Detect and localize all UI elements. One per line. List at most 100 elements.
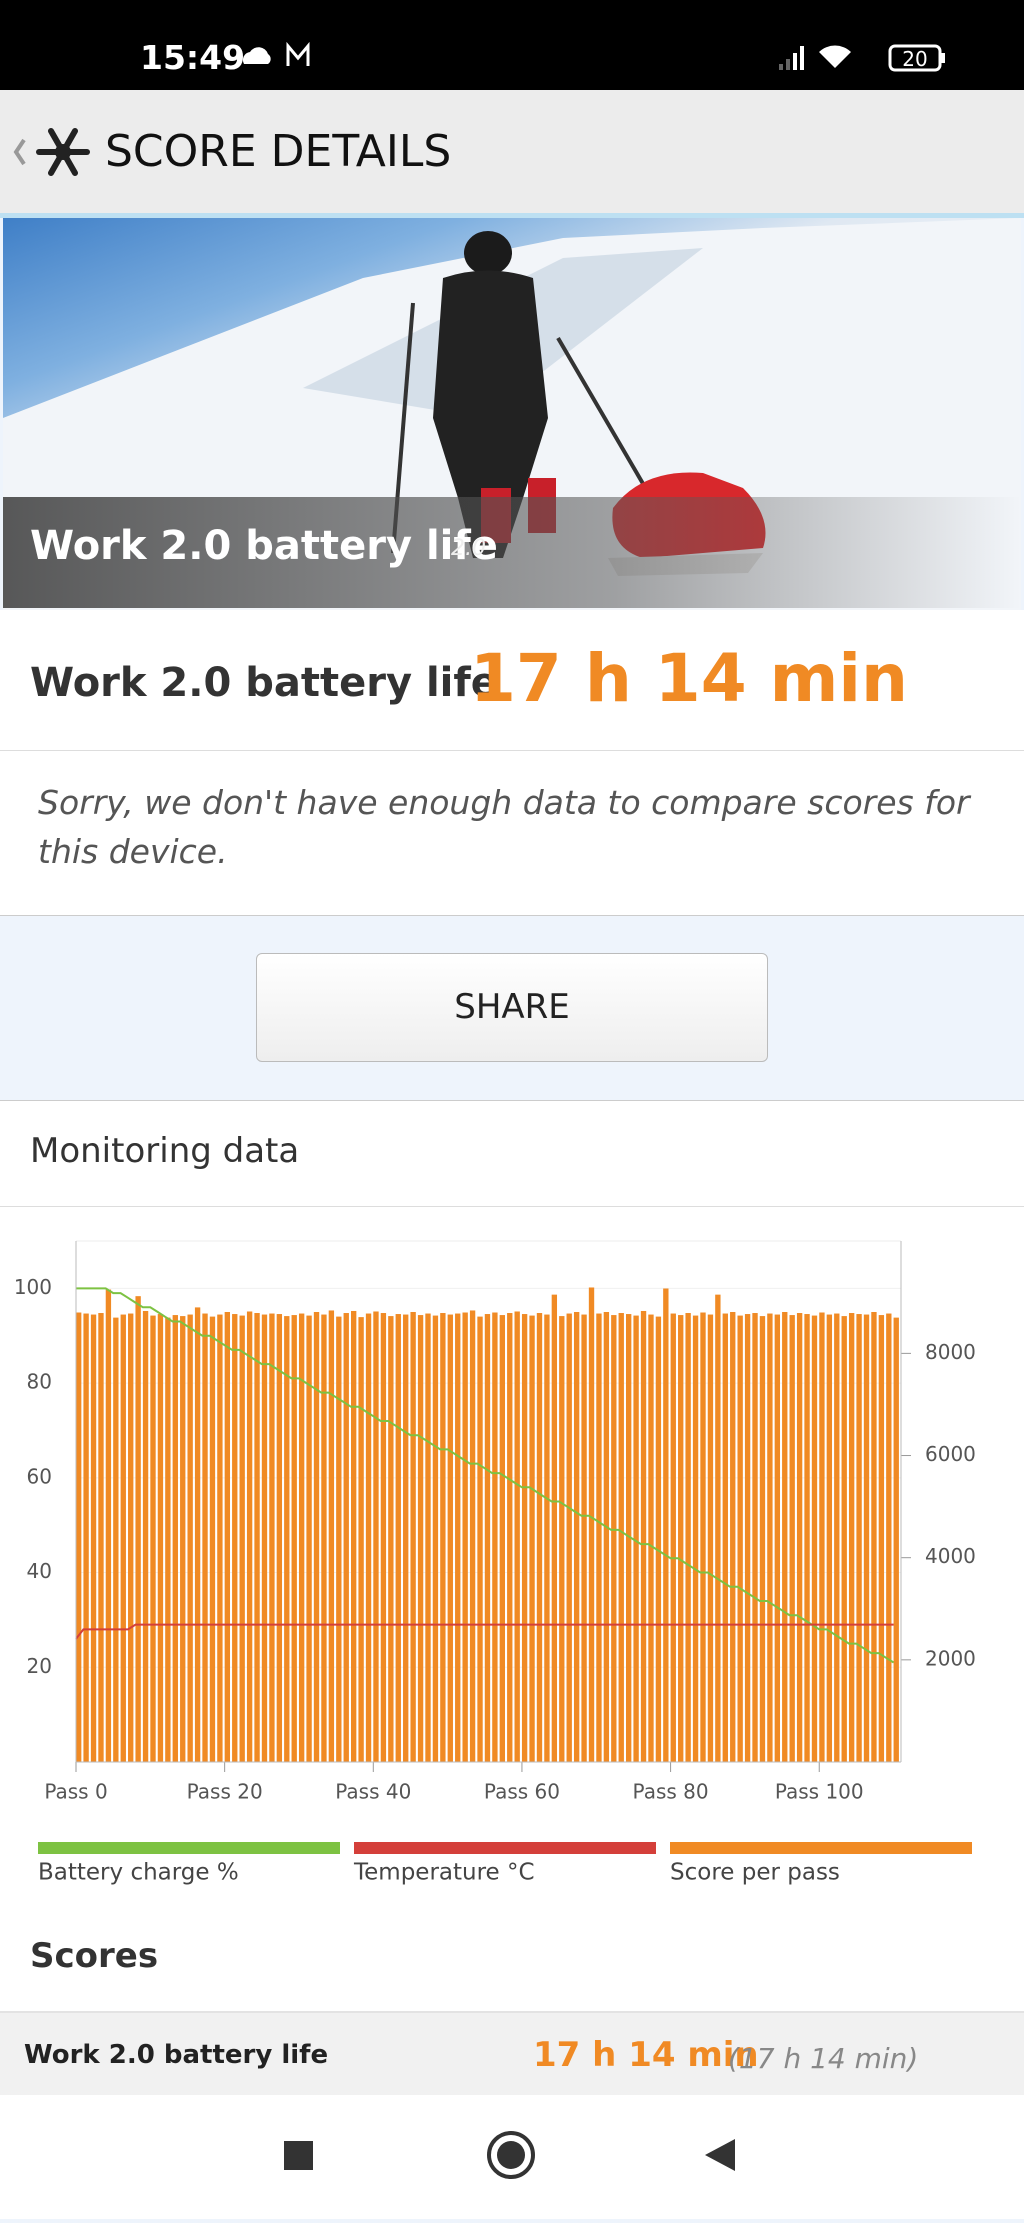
score-bar <box>715 1294 721 1762</box>
score-bar <box>834 1313 840 1762</box>
app-icon[interactable] <box>8 120 98 184</box>
x-tick-label: Pass 100 <box>775 1780 864 1804</box>
hero-title: Work 2.0 battery life <box>30 523 498 569</box>
score-bar <box>76 1312 82 1762</box>
score-bar <box>529 1315 535 1762</box>
score-bar <box>826 1314 833 1762</box>
score-bar <box>313 1311 320 1762</box>
score-bar <box>395 1314 401 1762</box>
score-bar <box>886 1313 892 1762</box>
result-value: 17 h 14 min <box>470 640 908 717</box>
score-bar <box>521 1314 528 1762</box>
score-bar <box>484 1314 491 1762</box>
score-bar <box>596 1313 602 1762</box>
nav-icons <box>284 2131 735 2179</box>
score-bar <box>536 1313 543 1762</box>
score-bar <box>737 1315 743 1762</box>
score-bar <box>105 1289 112 1762</box>
recents-button[interactable] <box>284 2141 313 2170</box>
score-bar <box>848 1313 855 1762</box>
status-icons <box>242 41 310 66</box>
score-bar <box>744 1314 751 1762</box>
score-bar <box>187 1314 193 1762</box>
score-bar <box>789 1315 795 1762</box>
score-bar <box>514 1311 520 1762</box>
score-bar <box>388 1316 394 1762</box>
score-detail: (17 h 14 min) <box>728 2042 919 2075</box>
score-bar <box>306 1315 312 1762</box>
score-bar <box>232 1314 238 1762</box>
score-bar <box>135 1296 141 1762</box>
score-bar <box>841 1316 847 1762</box>
score-bar <box>492 1312 498 1762</box>
home-button[interactable] <box>487 2131 535 2179</box>
result-card: Work 2.0 battery life 17 h 14 min Sorry,… <box>0 610 1024 916</box>
score-bar <box>692 1315 699 1762</box>
score-bar <box>276 1314 283 1762</box>
back-button[interactable] <box>705 2139 735 2171</box>
score-bar <box>663 1288 669 1762</box>
score-bar <box>202 1313 208 1762</box>
page-title: SCORE DETAILS <box>105 126 452 177</box>
score-bar <box>707 1314 714 1762</box>
score-bar <box>611 1315 617 1762</box>
score-bar <box>573 1311 580 1762</box>
score-bar <box>566 1313 572 1762</box>
score-bar <box>626 1314 632 1762</box>
score-bar <box>618 1313 624 1762</box>
score-bar <box>98 1313 104 1762</box>
note: Sorry, we don't have enough data to comp… <box>38 783 970 871</box>
monitoring-title: Monitoring data <box>30 1131 300 1171</box>
battery-level: 20 <box>902 47 928 71</box>
result-label: Work 2.0 battery life <box>30 660 498 706</box>
score-bar <box>291 1315 297 1762</box>
score-bar <box>239 1315 245 1762</box>
score-bar <box>172 1315 178 1762</box>
score-bar <box>217 1314 223 1762</box>
share-button[interactable]: SHARE <box>256 953 768 1062</box>
score-bar <box>425 1313 431 1762</box>
score-bar <box>804 1314 810 1762</box>
x-tick-label: Pass 60 <box>484 1780 560 1804</box>
legend-label: Score per pass <box>670 1860 840 1886</box>
score-row: Work 2.0 battery life 17 h 14 min (17 h … <box>0 2011 1024 2098</box>
score-bar <box>90 1314 97 1762</box>
score-bar <box>752 1313 758 1762</box>
score-bar <box>269 1313 275 1762</box>
score-bar <box>819 1312 825 1762</box>
legend-label: Temperature °C <box>353 1860 535 1886</box>
score-bar <box>603 1311 610 1762</box>
nav-bar <box>0 2095 1024 2219</box>
y2-tick-label: 6000 <box>925 1442 976 1466</box>
y-tick-label: 80 <box>27 1370 52 1394</box>
score-bar <box>655 1316 662 1762</box>
y-tick-label: 20 <box>27 1654 52 1678</box>
score-bar <box>83 1313 89 1762</box>
header: SCORE DETAILS <box>0 90 1024 213</box>
score-bar <box>284 1316 290 1762</box>
score-bar <box>447 1314 453 1762</box>
score-bar <box>403 1314 409 1762</box>
score-bar <box>194 1307 201 1762</box>
legend-swatch <box>38 1842 340 1854</box>
legend-label: Battery charge % <box>38 1860 239 1886</box>
score-bar <box>648 1314 654 1762</box>
hero-caption-band <box>3 497 1021 608</box>
score-bar <box>120 1314 126 1762</box>
score-bar <box>417 1315 424 1762</box>
x-tick-label: Pass 40 <box>335 1780 411 1804</box>
score-bar <box>380 1313 387 1762</box>
y2-tick-label: 4000 <box>925 1544 976 1568</box>
score-bar <box>336 1316 342 1762</box>
score-bar <box>365 1313 372 1762</box>
score-bar <box>782 1311 788 1762</box>
score-bar <box>559 1316 565 1762</box>
chart: 20 40 60 80 100 2000 4000 6000 8000 Pass 0 Pass 20… <box>14 1240 976 1886</box>
score-bar <box>678 1315 684 1762</box>
score-bar <box>730 1311 736 1762</box>
y2-tick-label: 8000 <box>925 1340 976 1364</box>
series-line <box>76 1287 895 1664</box>
score-bar <box>588 1287 595 1762</box>
score-bar <box>165 1317 171 1762</box>
